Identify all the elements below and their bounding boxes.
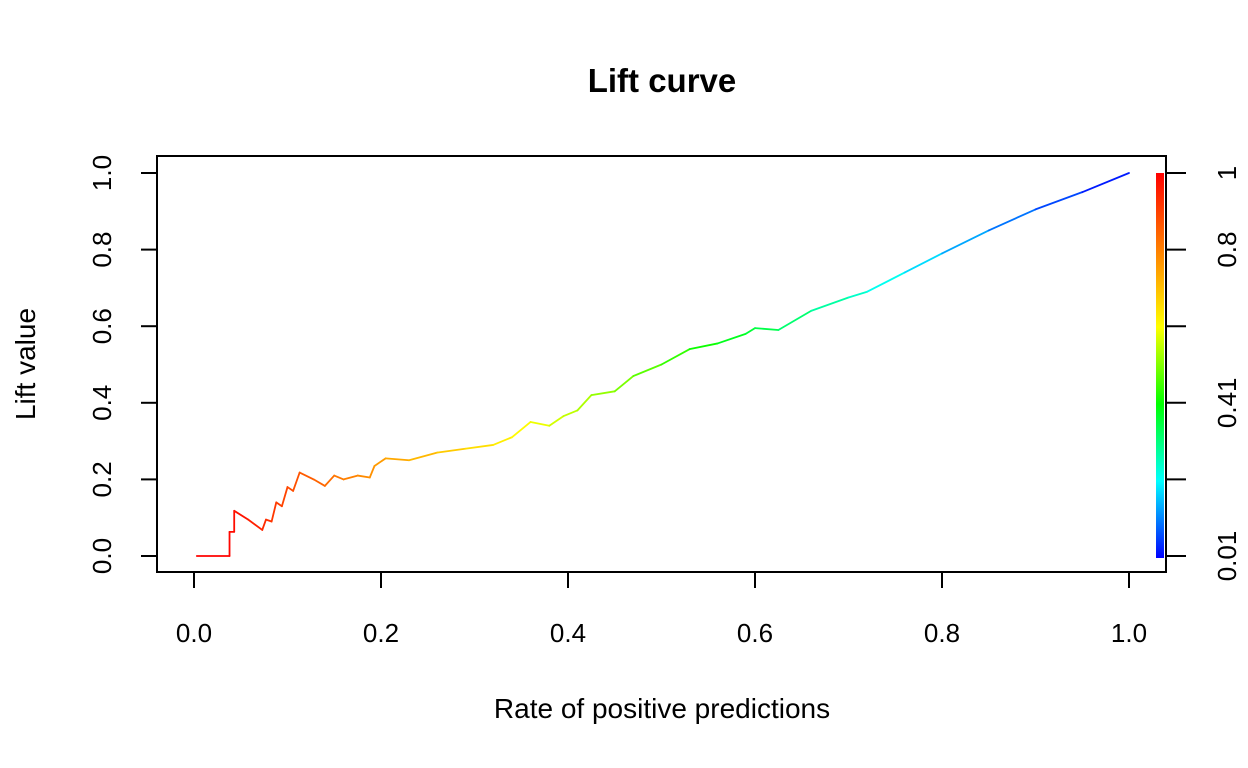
curve-segment xyxy=(384,457,410,462)
colorbar-axis: 0.01 0.41 0.8 1 xyxy=(1165,166,1242,582)
curve-segment xyxy=(1081,172,1130,194)
curve-segment xyxy=(265,518,273,523)
y-tick-label: 1.0 xyxy=(87,155,117,191)
curve-segment xyxy=(247,518,264,531)
curve-segment xyxy=(1034,191,1084,211)
x-tick-label: 0.4 xyxy=(550,618,586,648)
x-tick-label: 0.6 xyxy=(737,618,773,648)
x-tick-label: 1.0 xyxy=(1111,618,1147,648)
curve-segment xyxy=(510,421,532,439)
curve-segment xyxy=(777,309,812,331)
curve-segment xyxy=(847,290,869,299)
curve-segment xyxy=(613,375,635,393)
x-axis: 0.0 0.2 0.4 0.6 0.8 1.0 xyxy=(176,571,1147,648)
curve-segment xyxy=(436,447,467,454)
y-axis-label: Lift value xyxy=(10,308,41,420)
curve-segment xyxy=(233,509,250,521)
curve-segment xyxy=(987,208,1037,232)
curve-segment xyxy=(866,271,906,293)
lift-curve-line xyxy=(195,172,1130,557)
curve-segment xyxy=(408,451,439,462)
x-tick-label: 0.0 xyxy=(176,618,212,648)
curve-segment xyxy=(323,474,336,487)
curve-segment xyxy=(576,394,593,412)
curve-segment xyxy=(333,474,345,481)
curve-segment xyxy=(688,342,719,351)
y-axis: 0.0 0.2 0.4 0.6 0.8 1.0 xyxy=(87,155,158,574)
colorbar-tick-label: 0.41 xyxy=(1212,377,1242,428)
curve-segment xyxy=(941,229,990,255)
curve-segment xyxy=(373,457,387,467)
x-tick-label: 0.8 xyxy=(924,618,960,648)
curve-segment xyxy=(590,390,616,397)
y-tick-label: 0.8 xyxy=(87,232,117,268)
curve-segment xyxy=(280,486,289,508)
chart-title: Lift curve xyxy=(588,62,737,99)
x-tick-label: 0.2 xyxy=(363,618,399,648)
curve-segment xyxy=(292,471,301,492)
curve-segment xyxy=(660,348,691,366)
y-tick-label: 0.0 xyxy=(87,538,117,574)
curve-segment xyxy=(810,296,850,312)
y-tick-label: 0.4 xyxy=(87,385,117,421)
colorbar-tick-label: 0.01 xyxy=(1212,531,1242,582)
curve-segment xyxy=(312,478,326,487)
curve-segment xyxy=(356,474,371,479)
curve-segment xyxy=(261,518,267,531)
colorbar-tick-label: 1 xyxy=(1212,166,1242,180)
curve-segment xyxy=(562,409,579,418)
y-tick-label: 0.6 xyxy=(87,308,117,344)
curve-segment xyxy=(464,444,495,450)
curve-segment xyxy=(368,465,376,479)
x-axis-label: Rate of positive predictions xyxy=(494,693,830,724)
curve-segment xyxy=(492,436,513,446)
curve-segment xyxy=(275,501,283,508)
curve-segment xyxy=(286,486,295,492)
colorbar-tick-label: 0.8 xyxy=(1212,232,1242,268)
curve-segment xyxy=(342,474,359,481)
curve-segment xyxy=(270,501,278,523)
y-tick-label: 0.2 xyxy=(87,461,117,497)
color-bar xyxy=(1156,173,1164,558)
curve-segment xyxy=(716,332,747,345)
curve-segment xyxy=(744,327,756,335)
curve-segment xyxy=(754,327,780,331)
curve-segment xyxy=(529,421,551,427)
curve-segment xyxy=(548,415,565,427)
curve-segment xyxy=(298,471,315,481)
curve-segment xyxy=(632,363,663,377)
curve-segment xyxy=(903,252,943,274)
